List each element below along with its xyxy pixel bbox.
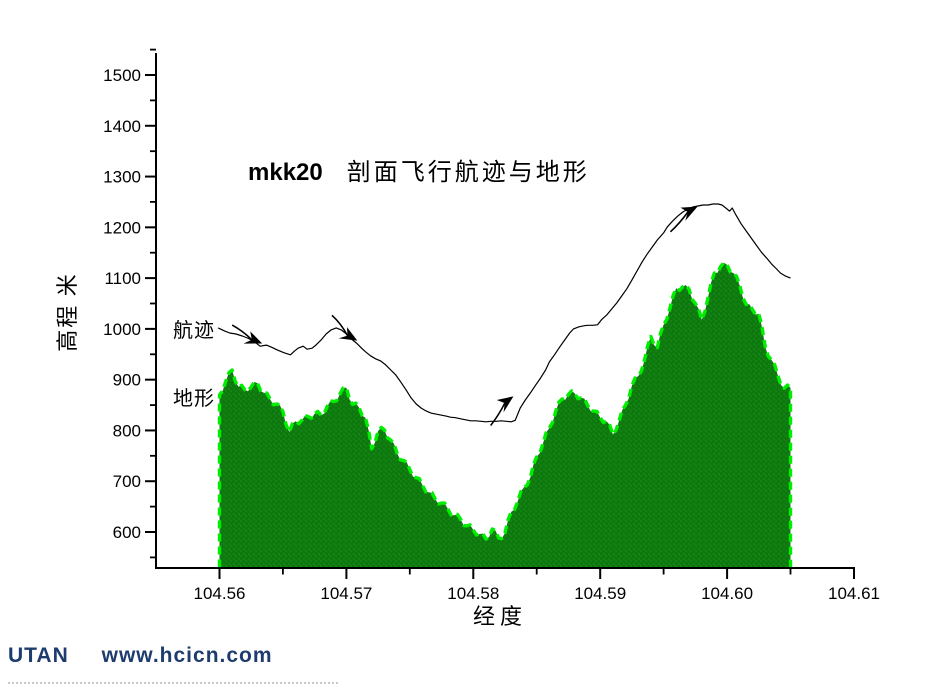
- y-tick-label: 1400: [103, 117, 141, 136]
- x-tick-label: 104.59: [574, 584, 626, 603]
- y-tick-label: 1300: [103, 168, 141, 187]
- y-tick-label: 600: [113, 523, 141, 542]
- arrow-head-icon: [338, 327, 358, 341]
- flight-direction-arrow: [669, 206, 698, 233]
- x-tick-label: 104.57: [320, 584, 372, 603]
- footer-underline: [8, 682, 338, 684]
- x-tick-label: 104.56: [194, 584, 246, 603]
- arrow-tail-icon: [231, 324, 253, 341]
- track-series-label: 航迹: [173, 320, 215, 342]
- arrow-tail-icon: [489, 402, 506, 426]
- x-tick-label: 104.61: [828, 584, 880, 603]
- arrow-tail-icon: [331, 314, 349, 337]
- watermark-footer: UTAN www.hcicn.com: [8, 644, 273, 668]
- y-tick-label: 1100: [104, 269, 141, 288]
- chart-title-text: 剖面飞行航迹与地形: [346, 160, 590, 186]
- y-tick-label: 1500: [103, 66, 141, 85]
- y-tick-label: 700: [113, 472, 141, 491]
- flight-direction-arrow: [489, 396, 514, 426]
- flight-direction-arrow: [331, 314, 358, 341]
- arrow-tail-icon: [669, 211, 689, 233]
- arrow-head-icon: [680, 206, 698, 221]
- chart-title-prefix: mkk20: [248, 159, 323, 186]
- arrow-head-icon: [496, 396, 514, 413]
- terrain-series-label: 地形: [173, 388, 215, 410]
- terrain-area: [217, 261, 793, 568]
- x-tick-label: 104.58: [447, 584, 499, 603]
- footer-url: www.hcicn.com: [101, 644, 273, 667]
- flight-track-line: [217, 203, 791, 423]
- y-tick-label: 900: [113, 371, 141, 390]
- y-axis-title: 高程 米: [55, 272, 80, 352]
- chart-title: mkk20 剖面飞行航迹与地形: [248, 152, 590, 187]
- arrow-head-icon: [243, 331, 263, 344]
- flight-direction-arrow: [231, 324, 263, 344]
- y-tick-label: 1000: [103, 320, 141, 339]
- y-tick-label: 1200: [103, 218, 141, 237]
- x-axis-title: 经度: [472, 604, 527, 629]
- footer-brand: UTAN: [8, 644, 69, 667]
- x-tick-label: 104.60: [701, 584, 753, 603]
- y-tick-label: 800: [113, 421, 141, 440]
